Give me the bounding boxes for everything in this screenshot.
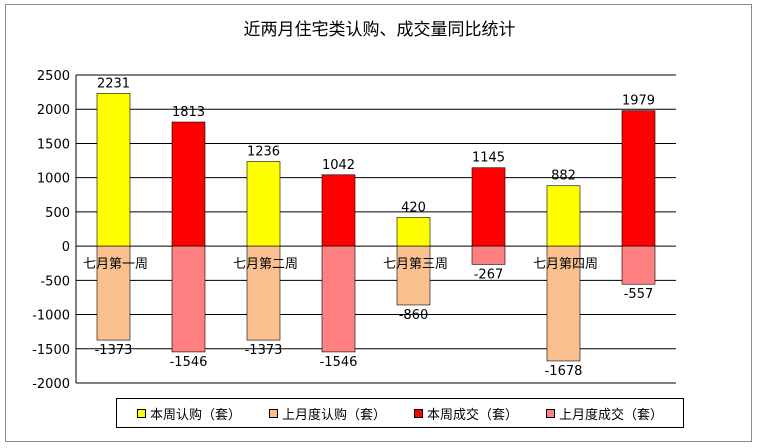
data-label: 1042 <box>322 158 355 173</box>
category-label: 七月第四周 <box>533 257 598 272</box>
legend-label: 本周认购（套） <box>149 407 241 423</box>
bar <box>246 161 281 247</box>
bar <box>246 245 281 341</box>
legend-label: 本周成交（套） <box>426 407 518 423</box>
y-tick-label: 0 <box>62 240 70 255</box>
bar <box>471 245 506 265</box>
y-tick-label: 2000 <box>37 103 70 118</box>
legend-swatch <box>545 408 555 418</box>
bar <box>546 185 581 247</box>
bar <box>171 245 206 353</box>
legend-item: 上月度认购（套） <box>268 404 386 423</box>
data-label: 2231 <box>97 76 130 91</box>
y-tick-label: 2500 <box>37 69 70 84</box>
y-tick-label: -1000 <box>32 309 70 324</box>
data-label: 1813 <box>172 105 205 120</box>
bar <box>396 217 431 247</box>
bar <box>546 245 581 362</box>
y-tick-label: 1000 <box>37 172 70 187</box>
data-label: -1373 <box>95 343 133 358</box>
data-label: -1373 <box>245 343 283 358</box>
legend-label: 上月度认购（套） <box>281 407 386 423</box>
chart-legend: 本周认购（套） 上月度认购（套） 本周成交（套） 上月度成交（套） <box>116 398 684 428</box>
data-label: -1546 <box>170 355 208 370</box>
data-label: 882 <box>551 169 576 184</box>
y-tick-label: 1500 <box>37 137 70 152</box>
bar <box>321 174 356 247</box>
legend-label: 上月度成交（套） <box>558 407 663 423</box>
bar <box>96 245 131 341</box>
bar <box>621 245 656 285</box>
y-tick-label: -2000 <box>32 377 70 392</box>
legend-item: 本周认购（套） <box>136 404 241 423</box>
data-label: 420 <box>401 200 426 215</box>
data-label: -267 <box>474 267 504 282</box>
legend-item: 上月度成交（套） <box>545 404 663 423</box>
data-label: 1236 <box>247 145 280 160</box>
chart-plot: 2500 2000 1500 1000 500 0 -500 -1000 -1500 -2000 2… <box>32 69 676 392</box>
bar <box>621 110 656 247</box>
y-tick-label: -1500 <box>32 343 70 358</box>
chart-frame: 近两月住宅类认购、成交量同比统计 2500 2000 1500 1000 500 0 -50… <box>5 4 752 442</box>
category-label: 七月第二周 <box>233 257 298 272</box>
legend-swatch <box>413 408 423 418</box>
legend-item: 本周成交（套） <box>413 404 518 423</box>
bar <box>171 121 206 247</box>
chart-title: 近两月住宅类认购、成交量同比统计 <box>243 20 516 40</box>
data-label: -557 <box>624 287 654 302</box>
data-label: -1546 <box>320 355 358 370</box>
legend-swatch <box>136 408 146 418</box>
bar <box>321 245 356 353</box>
data-label: 1145 <box>472 151 505 166</box>
bar <box>96 93 131 247</box>
data-label: -860 <box>399 308 429 323</box>
data-label: 1979 <box>622 94 655 109</box>
category-label: 七月第三周 <box>383 257 448 272</box>
y-tick-label: -500 <box>40 274 70 289</box>
bar <box>396 245 431 306</box>
data-label: -1678 <box>545 364 583 379</box>
y-tick-label: 500 <box>45 206 70 221</box>
legend-swatch <box>268 408 278 418</box>
category-label: 七月第一周 <box>83 257 148 272</box>
bar <box>471 167 506 247</box>
